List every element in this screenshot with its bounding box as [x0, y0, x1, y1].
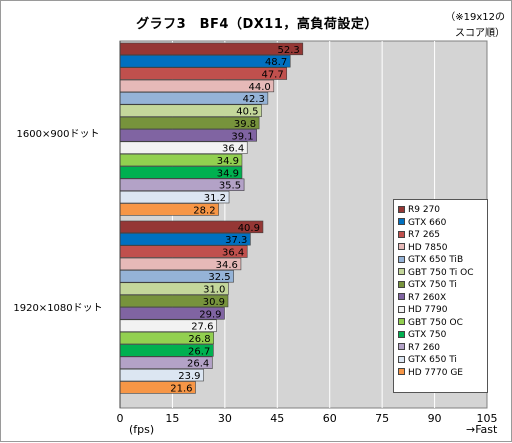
- data-label: 44.0: [249, 82, 271, 93]
- legend-swatch: [398, 205, 405, 213]
- data-label: 29.9: [199, 309, 221, 320]
- legend-item: HD 7790: [398, 304, 487, 317]
- legend-swatch: [398, 318, 405, 325]
- legend-label: GBT 750 OC: [408, 317, 463, 328]
- data-label: 47.7: [261, 70, 283, 81]
- legend-swatch: [398, 293, 405, 300]
- legend-swatch: [398, 368, 405, 375]
- data-label: 40.5: [236, 107, 258, 118]
- legend-swatch: [398, 355, 405, 363]
- legend-label: R9 270: [408, 205, 441, 215]
- legend-item: R7 260X: [398, 292, 487, 305]
- legend-swatch: [398, 230, 405, 238]
- legend-item: GTX 750 Ti: [398, 279, 487, 292]
- category-label-1600x900: 1600×900ドット: [16, 129, 100, 140]
- legend-label: GTX 750: [408, 330, 447, 340]
- legend-swatch: [398, 243, 405, 250]
- legend-item: R7 260: [398, 342, 487, 355]
- data-label: 48.7: [265, 57, 287, 68]
- legend-item: R7 265: [398, 229, 487, 242]
- sort-note-line2: スコア順）: [455, 28, 505, 39]
- x-tick-label: 75: [375, 412, 389, 425]
- legend-label: R7 260X: [408, 292, 447, 303]
- data-label: 32.5: [208, 272, 230, 283]
- legend-label: GTX 650 Ti: [408, 355, 457, 365]
- legend-label: HD 7770 GE: [408, 367, 463, 378]
- legend-item: GBT 750 Ti OC: [398, 267, 487, 280]
- x-tick-label: 90: [428, 412, 442, 425]
- data-label: 23.9: [178, 371, 200, 382]
- legend-item: HD 7850: [398, 242, 487, 255]
- legend-label: GTX 750 Ti: [408, 280, 457, 290]
- legend-item: GTX 650 TiB: [398, 254, 487, 267]
- data-label: 39.8: [234, 119, 256, 130]
- data-label: 40.9: [238, 223, 260, 234]
- chart-title: グラフ3 BF4（DX11，高負荷設定）: [136, 17, 378, 32]
- x-tick-label: 60: [323, 412, 337, 425]
- axis-unit-label: (fps): [129, 423, 155, 436]
- legend-label: GTX 650 TiB: [408, 255, 464, 265]
- data-label: 21.6: [170, 383, 192, 394]
- sort-note-line1: （※19x12の: [445, 12, 505, 23]
- legend-swatch: [398, 343, 405, 350]
- legend-label: R7 260: [408, 342, 441, 353]
- data-label: 36.4: [222, 144, 244, 155]
- legend-swatch: [398, 280, 405, 288]
- legend-item: GTX 750: [398, 329, 487, 342]
- data-label: 26.4: [187, 359, 209, 370]
- data-label: 36.4: [222, 248, 244, 259]
- legend-item: R9 270: [398, 204, 487, 217]
- data-label: 34.6: [216, 260, 238, 271]
- x-tick-label: 105: [477, 412, 498, 425]
- data-label: 28.2: [193, 205, 215, 216]
- x-tick-label: 0: [117, 412, 124, 425]
- legend-label: R7 265: [408, 230, 441, 240]
- data-label: 34.9: [217, 156, 239, 167]
- legend-swatch: [398, 305, 405, 313]
- legend-swatch: [398, 255, 405, 263]
- legend-item: GTX 660: [398, 217, 487, 230]
- data-label: 27.6: [191, 322, 213, 333]
- data-label: 26.7: [188, 346, 210, 357]
- legend-item: GBT 750 OC: [398, 317, 487, 330]
- data-label: 52.3: [278, 45, 300, 56]
- bar: [119, 42, 304, 56]
- x-tick-label: 45: [270, 412, 284, 425]
- legend-label: GBT 750 Ti OC: [408, 267, 474, 278]
- legend-item: HD 7770 GE: [398, 367, 487, 380]
- legend-swatch: [398, 268, 405, 275]
- x-tick-label: 15: [165, 412, 179, 425]
- data-label: 26.8: [188, 334, 210, 345]
- chart-legend: R9 270 GTX 660 R7 265 HD 7850 GTX 650 TiB GBT…: [393, 199, 488, 393]
- legend-swatch: [398, 218, 405, 225]
- legend-label: GTX 660: [408, 217, 447, 228]
- legend-item: GTX 650 Ti: [398, 354, 487, 367]
- data-label: 37.3: [225, 235, 247, 246]
- legend-label: HD 7790: [408, 305, 448, 315]
- data-label: 34.9: [217, 168, 239, 179]
- data-label: 39.1: [231, 131, 253, 142]
- data-label: 35.5: [219, 181, 241, 192]
- data-label: 31.0: [203, 285, 225, 296]
- legend-label: HD 7850: [408, 242, 448, 253]
- x-tick-label: 30: [218, 412, 232, 425]
- fast-direction-label: →Fast: [466, 423, 498, 436]
- data-label: 42.3: [243, 94, 265, 105]
- data-label: 30.9: [203, 297, 225, 308]
- data-label: 31.2: [204, 193, 226, 204]
- category-label-1920x1080: 1920×1080ドット: [13, 303, 103, 314]
- legend-swatch: [398, 330, 405, 338]
